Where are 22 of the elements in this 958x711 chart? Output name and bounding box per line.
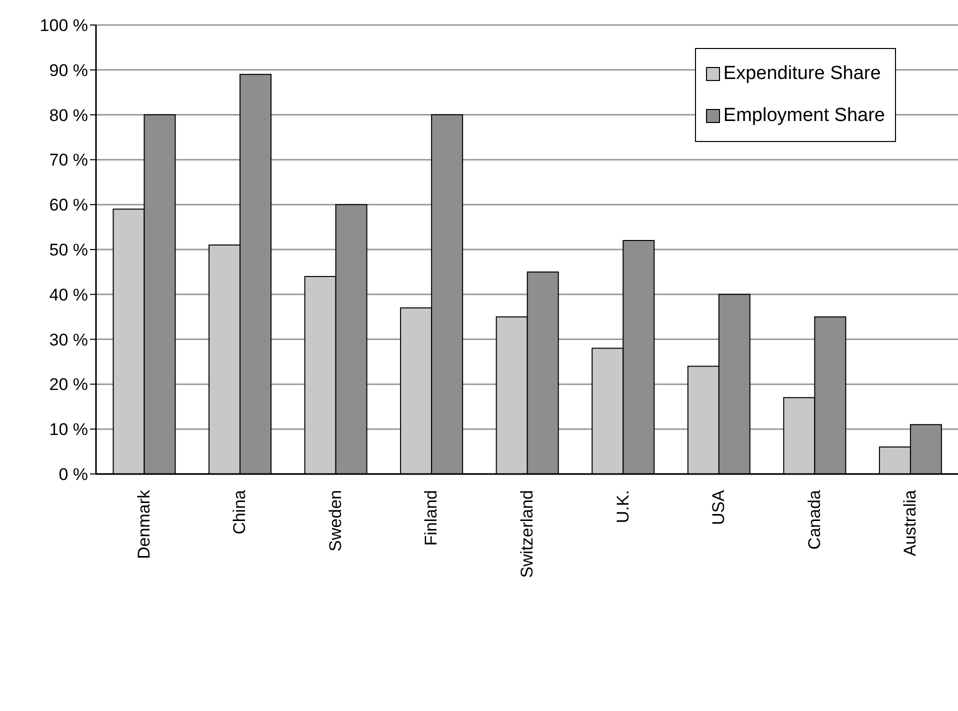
x-tick-label: Switzerland xyxy=(518,490,536,578)
y-tick-label: 0 % xyxy=(58,465,88,484)
x-tick-label: Australia xyxy=(900,489,920,556)
y-tick-label: 20 % xyxy=(49,375,88,394)
y-tick-label: 30 % xyxy=(49,330,88,350)
y-tick-label: 60 % xyxy=(49,196,88,215)
y-tick-label: 40 % xyxy=(49,285,88,304)
y-tick-label: 90 % xyxy=(49,60,88,80)
x-tick-label: Denmark xyxy=(134,490,154,559)
x-tick-label: Sweden xyxy=(326,490,345,552)
x-tick-label: Finland xyxy=(422,490,441,546)
legend-label: Expenditure Share xyxy=(723,63,881,85)
y-tick-label: 100 % xyxy=(40,16,88,36)
y-tick-label: 80 % xyxy=(49,106,88,125)
x-tick-label: Canada xyxy=(804,489,824,550)
y-tick-label: 50 % xyxy=(49,240,88,260)
x-tick-label: China xyxy=(230,489,250,534)
y-tick-label: 10 % xyxy=(49,420,88,440)
y-tick-label: 70 % xyxy=(49,150,88,170)
legend-label: Employment Share xyxy=(723,105,885,127)
x-tick-label: U.K. xyxy=(613,490,632,524)
x-tick-label: USA xyxy=(709,489,728,525)
